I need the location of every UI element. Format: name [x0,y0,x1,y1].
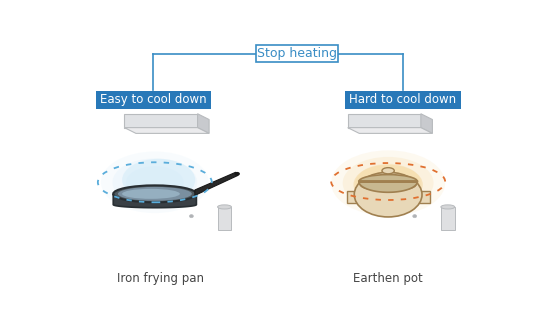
Ellipse shape [112,158,197,206]
Polygon shape [346,191,359,203]
Ellipse shape [354,172,422,217]
Ellipse shape [113,185,196,202]
Polygon shape [218,207,232,230]
Polygon shape [359,182,417,192]
Ellipse shape [331,150,445,216]
Polygon shape [348,127,432,133]
Text: Earthen pot: Earthen pot [353,272,423,285]
Ellipse shape [189,214,194,218]
Ellipse shape [126,166,184,199]
Ellipse shape [118,187,192,201]
Ellipse shape [343,157,433,209]
Polygon shape [176,191,184,199]
Text: Iron frying pan: Iron frying pan [118,272,205,285]
Polygon shape [348,114,421,127]
Text: Hard to cool down: Hard to cool down [349,93,456,106]
Text: Easy to cool down: Easy to cool down [100,93,207,106]
Polygon shape [124,114,197,127]
Polygon shape [195,172,238,195]
Ellipse shape [101,151,209,213]
Text: Stop heating: Stop heating [257,47,337,60]
Polygon shape [421,114,432,133]
Ellipse shape [122,159,195,201]
Ellipse shape [234,172,240,176]
Ellipse shape [122,189,180,199]
Polygon shape [382,191,390,199]
FancyBboxPatch shape [256,45,338,62]
Ellipse shape [355,164,421,202]
FancyBboxPatch shape [345,91,460,109]
Polygon shape [124,127,209,133]
Polygon shape [197,114,209,133]
Polygon shape [441,207,455,230]
Ellipse shape [441,205,455,209]
Polygon shape [417,191,430,203]
Ellipse shape [382,168,394,174]
Ellipse shape [218,205,232,209]
Ellipse shape [360,178,416,191]
Ellipse shape [359,175,417,189]
Polygon shape [361,191,368,199]
Polygon shape [138,191,145,199]
FancyBboxPatch shape [96,91,211,109]
Polygon shape [159,191,167,199]
Polygon shape [399,191,407,199]
Ellipse shape [354,165,423,205]
Ellipse shape [412,214,417,218]
Polygon shape [113,194,196,208]
